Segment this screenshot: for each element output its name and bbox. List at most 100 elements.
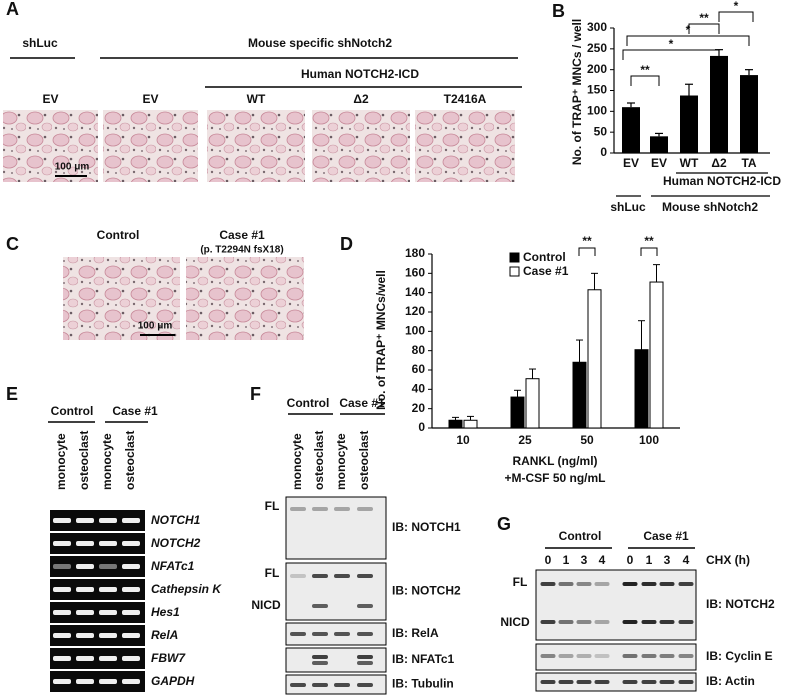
blot-band (290, 507, 306, 511)
sig-bracket (578, 247, 596, 256)
x-tick-label: 50 (580, 433, 594, 447)
label: NICD (500, 615, 530, 629)
bar (710, 55, 728, 153)
blot-band (540, 620, 556, 624)
blot-band (334, 507, 350, 511)
blot (535, 672, 697, 692)
blot-band (357, 683, 373, 687)
blot-band (357, 574, 373, 578)
label: 4 (599, 553, 606, 567)
gel-band (53, 587, 71, 592)
sig-bracket (622, 49, 720, 60)
blot-band (576, 620, 592, 624)
y-tick-label: 200 (587, 62, 607, 76)
gel-row (50, 625, 145, 646)
y-tick-label: 40 (412, 382, 426, 396)
gel-band (76, 587, 94, 592)
bar (463, 419, 478, 429)
x-tick-label: 100 (639, 433, 659, 447)
label: IB: NOTCH2 (392, 584, 461, 598)
y-tick-label: 60 (412, 362, 426, 376)
label: monocyte (334, 433, 348, 490)
x-tick-label: EV (623, 156, 639, 170)
blot-band (622, 620, 638, 624)
gel-row (50, 602, 145, 623)
blot-band (558, 654, 574, 658)
blot-band (312, 661, 328, 665)
sig-mark: * (669, 37, 674, 51)
blot-band (540, 582, 556, 586)
label: 4 (683, 553, 690, 567)
blot-band (334, 683, 350, 687)
label: 3 (581, 553, 588, 567)
label: FL (265, 499, 280, 513)
x-tick-label: EV (651, 156, 667, 170)
x-tick-label: 25 (518, 433, 532, 447)
gel-band (99, 518, 117, 523)
label: G (497, 514, 511, 534)
micrograph (186, 257, 304, 340)
blot-band (334, 574, 350, 578)
label: osteoclast (312, 431, 326, 490)
gel-band (122, 633, 140, 638)
blot-band (558, 620, 574, 624)
blot-band (357, 632, 373, 636)
blot-band (312, 655, 328, 659)
label: Case #1 (219, 228, 265, 242)
blot-band (290, 683, 306, 687)
label: NICD (251, 598, 281, 612)
y-tick-label: 100 (405, 324, 425, 338)
y-tick-label: 100 (587, 104, 607, 118)
label: FL (265, 566, 280, 580)
label: Case #1 (643, 529, 689, 543)
blot-band (334, 632, 350, 636)
sig-mark: ** (699, 11, 709, 25)
gel-band (53, 541, 71, 546)
gel-band (76, 656, 94, 661)
label: IB: NOTCH1 (392, 520, 461, 534)
gel-band (99, 633, 117, 638)
y-tick-label: 80 (412, 343, 426, 357)
label: monocyte (100, 433, 114, 490)
micrograph (3, 110, 98, 182)
bar (448, 419, 463, 429)
blot-band (622, 680, 638, 684)
scale-bar (55, 175, 87, 177)
y-tick-label: 160 (405, 266, 425, 280)
x-axis-title: +M-CSF 50 ng/mL (504, 471, 605, 485)
blot (535, 569, 697, 641)
blot-band (641, 654, 657, 658)
blot-band (594, 582, 610, 586)
label: NOTCH1 (151, 513, 201, 527)
blot-band (576, 654, 592, 658)
sig-bracket (640, 247, 658, 256)
gel-band (122, 541, 140, 546)
group-label: Human NOTCH2-ICD (663, 174, 781, 188)
label: RelA (151, 628, 178, 642)
gel-band (53, 679, 71, 684)
blot-band (540, 680, 556, 684)
sig-mark: ** (644, 234, 654, 248)
gel-band (76, 633, 94, 638)
sig-mark: ** (582, 234, 592, 248)
label: A (6, 0, 19, 19)
label: Control (287, 396, 330, 410)
sig-mark: * (734, 0, 739, 13)
legend-label: Control (523, 250, 566, 264)
label: B (552, 1, 565, 21)
blot-band (678, 582, 694, 586)
gel-band (122, 656, 140, 661)
x-tick-label: 10 (456, 433, 470, 447)
blot (285, 496, 387, 560)
label: Δ2 (353, 92, 369, 106)
blot-band (558, 680, 574, 684)
label: Hes1 (151, 605, 180, 619)
gel-band (122, 564, 140, 569)
label: Case #1 (339, 396, 385, 410)
blot-band (312, 683, 328, 687)
label: EV (142, 92, 158, 106)
blot-band (659, 582, 675, 586)
label: IB: RelA (392, 626, 439, 640)
micrograph (103, 110, 198, 182)
label: FL (513, 575, 528, 589)
